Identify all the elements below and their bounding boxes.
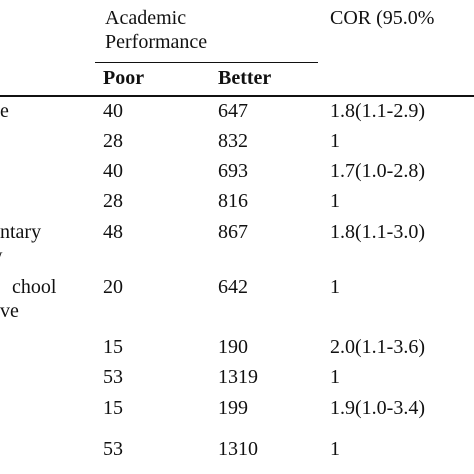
better-cell: 642: [218, 276, 248, 298]
better-cell: 190: [218, 336, 248, 358]
poor-cell: 48: [103, 221, 123, 243]
row-label: e: [0, 100, 9, 122]
poor-cell: 28: [103, 190, 123, 212]
poor-cell: 15: [103, 336, 123, 358]
cor-cell: 1: [330, 366, 340, 388]
rule: [95, 62, 318, 63]
cor-cell: 1.7(1.0-2.8): [330, 160, 425, 182]
poor-cell: 53: [103, 438, 123, 460]
better-cell: 693: [218, 160, 248, 182]
cor-cell: 1.8(1.1-3.0): [330, 221, 425, 243]
better-cell: 832: [218, 130, 248, 152]
group-header: Performance: [105, 31, 208, 53]
row-label: ntary: [0, 221, 42, 243]
poor-cell: 40: [103, 100, 123, 122]
better-header: Better: [218, 67, 272, 89]
poor-cell: 15: [103, 397, 123, 419]
row-label: chool: [12, 276, 57, 298]
poor-cell: 20: [103, 276, 123, 298]
better-cell: 867: [218, 221, 248, 243]
poor-cell: 40: [103, 160, 123, 182]
cor-cell: 2.0(1.1-3.6): [330, 336, 425, 358]
cor-cell: 1: [330, 438, 340, 460]
better-cell: 1319: [218, 366, 258, 388]
cor-header: COR (95.0%: [330, 7, 435, 29]
row-label: w: [0, 244, 2, 268]
group-header: Academic: [105, 7, 187, 29]
row-label: ve: [0, 300, 19, 322]
cor-cell: 1: [330, 190, 340, 212]
cor-cell: 1.8(1.1-2.9): [330, 100, 425, 122]
cor-cell: 1: [330, 130, 340, 152]
poor-header: Poor: [103, 67, 145, 89]
poor-cell: 28: [103, 130, 123, 152]
better-cell: 816: [218, 190, 248, 212]
better-cell: 199: [218, 397, 248, 419]
better-cell: 647: [218, 100, 248, 122]
poor-cell: 53: [103, 366, 123, 388]
better-cell: 1310: [218, 438, 258, 460]
cor-cell: 1: [330, 276, 340, 298]
rule: [0, 95, 474, 97]
cor-cell: 1.9(1.0-3.4): [330, 397, 425, 419]
